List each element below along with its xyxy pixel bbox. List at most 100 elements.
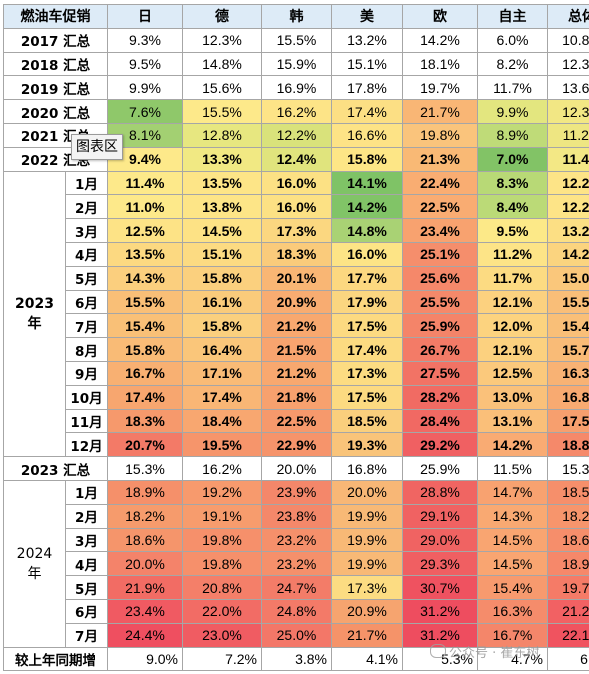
month-2023-cell: 13.8% xyxy=(182,194,262,220)
summary-row-cell: 9.5% xyxy=(107,51,183,77)
month-2023-cell: 21.2% xyxy=(261,360,332,386)
month-2024-cell: 18.6% xyxy=(547,527,589,553)
month-row-2023: 2023 年 1月 11.4% 13.5% 16.0% 14.1% 22.4% 8.3% 12.2… xyxy=(3,170,589,458)
yoy-cell: 3.8% xyxy=(261,646,332,672)
month-2023-cell: 21.5% xyxy=(261,337,332,362)
month-2024-cell: 19.7% xyxy=(547,575,589,600)
summary-row-cell: 15.1% xyxy=(331,51,403,77)
month-2023-cell: 22.4% xyxy=(402,170,478,196)
month-2023-cell: 13.1% xyxy=(477,408,548,434)
yoy-cell: 4.7% xyxy=(477,646,548,672)
summary-row-cell: 14.8% xyxy=(182,51,262,77)
summary-row-cell: 12.4% xyxy=(261,146,332,172)
month-2023-cell: 12.1% xyxy=(477,289,548,315)
summary-row-cell: 17.8% xyxy=(331,75,403,101)
month-2023-cell: 15.0% xyxy=(547,265,589,291)
month-2023-cell: 11.2% xyxy=(477,241,548,267)
summary-row-cell: 13.3% xyxy=(182,146,262,172)
month-2023-cell: 17.5% xyxy=(547,408,589,434)
month-2024-cell: 30.7% xyxy=(402,575,478,600)
month-2023-cell: 15.5% xyxy=(107,289,183,315)
month-label: 1月 xyxy=(65,170,108,196)
month-2024-cell: 22.1% xyxy=(547,622,589,648)
month-2024-cell: 29.0% xyxy=(402,527,478,553)
month-2024-cell: 24.7% xyxy=(261,575,332,600)
month-2023-cell: 16.3% xyxy=(547,360,589,386)
month-2024-cell: 18.2% xyxy=(547,503,589,529)
month-2023-cell: 15.5% xyxy=(547,289,589,315)
month-2023-cell: 15.8% xyxy=(107,337,183,362)
month-2024-cell: 18.9% xyxy=(547,551,589,577)
summary-row-cell: 16.6% xyxy=(331,122,403,148)
month-2024-cell: 19.8% xyxy=(182,527,262,553)
month-label: 4月 xyxy=(65,551,108,577)
month-2024-cell: 19.9% xyxy=(331,527,403,553)
summary-row: 2020 汇总7.6%15.5%16.2%17.4%21.7%9.9%12.3% xyxy=(3,99,589,124)
month-2023-cell: 25.6% xyxy=(402,265,478,291)
summary-2023-cell: 15.3% xyxy=(547,456,589,481)
summary-row: 2021 汇总8.1%12.8%12.2%16.6%19.8%8.9%11.2% xyxy=(3,122,589,148)
summary-row-cell: 13.2% xyxy=(331,27,403,53)
month-2023-cell: 17.1% xyxy=(182,360,262,386)
column-header: 美 xyxy=(331,4,403,29)
month-2023-cell: 29.2% xyxy=(402,432,478,458)
month-2023-cell: 12.2% xyxy=(547,194,589,220)
month-2023-cell: 17.4% xyxy=(107,384,183,410)
month-2023-cell: 17.7% xyxy=(331,265,403,291)
month-label: 7月 xyxy=(65,622,108,648)
month-2023-cell: 13.5% xyxy=(182,170,262,196)
month-2023-cell: 14.1% xyxy=(331,170,403,196)
month-2023-cell: 15.8% xyxy=(182,313,262,339)
month-2023-cell: 11.0% xyxy=(107,194,183,220)
month-2023-cell: 8.3% xyxy=(477,170,548,196)
summary-row-cell: 12.2% xyxy=(261,122,332,148)
month-2023-cell: 15.7% xyxy=(547,337,589,362)
month-row-2024: 2024 年 1月 18.9% 19.2% 23.9% 20.0% 28.8% 14.7% 18.… xyxy=(3,479,589,648)
month-2024-cell: 14.5% xyxy=(477,527,548,553)
month-2024-cell: 28.8% xyxy=(402,479,478,505)
summary-row-cell: 13.6% xyxy=(547,75,589,101)
month-2024-cell: 18.9% xyxy=(107,479,183,505)
month-2023-cell: 18.3% xyxy=(107,408,183,434)
month-2023-cell: 12.0% xyxy=(477,313,548,339)
year-label-2023: 2023 年 xyxy=(3,170,66,458)
month-2023-cell: 19.5% xyxy=(182,432,262,458)
month-2024-cell: 19.9% xyxy=(331,551,403,577)
summary-2023-cell: 25.9% xyxy=(402,456,478,481)
month-2023-cell: 25.9% xyxy=(402,313,478,339)
summary-row-cell: 9.9% xyxy=(477,99,548,124)
month-label: 10月 xyxy=(65,384,108,410)
month-2023-cell: 20.9% xyxy=(261,289,332,315)
month-label: 2月 xyxy=(65,194,108,220)
month-2023-cell: 12.5% xyxy=(107,218,183,243)
summary-row-cell: 10.8% xyxy=(547,27,589,53)
month-2024-cell: 20.9% xyxy=(331,598,403,624)
row-label: 2023 汇总 xyxy=(3,456,108,481)
month-2024-cell: 23.0% xyxy=(182,622,262,648)
summary-row-cell: 7.0% xyxy=(477,146,548,172)
summary-2023-cell: 15.3% xyxy=(107,456,183,481)
month-2023-cell: 17.5% xyxy=(331,313,403,339)
month-2024-cell: 20.8% xyxy=(182,575,262,600)
summary-row-cell: 15.9% xyxy=(261,51,332,77)
month-2023-cell: 21.8% xyxy=(261,384,332,410)
month-2024-cell: 24.8% xyxy=(261,598,332,624)
summary-row-cell: 7.6% xyxy=(107,99,183,124)
month-2023-cell: 22.5% xyxy=(261,408,332,434)
month-2023-cell: 8.4% xyxy=(477,194,548,220)
table-body: 燃油车促销日德韩美欧自主总体2017 汇总9.3%12.3%15.5%13.2%… xyxy=(3,4,589,672)
month-2024-cell: 23.8% xyxy=(261,503,332,529)
month-2023-cell: 16.8% xyxy=(547,384,589,410)
month-2024-cell: 23.2% xyxy=(261,551,332,577)
header-row: 燃油车促销日德韩美欧自主总体 xyxy=(3,4,589,29)
month-2024-cell: 14.7% xyxy=(477,479,548,505)
